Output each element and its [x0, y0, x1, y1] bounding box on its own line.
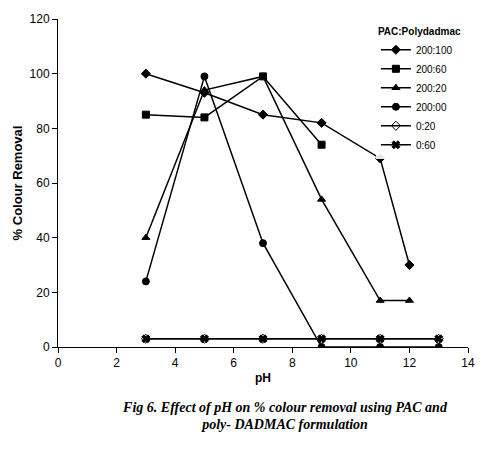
svg-text:100: 100: [30, 67, 50, 81]
svg-text:4: 4: [172, 356, 179, 370]
svg-text:200:20: 200:20: [416, 83, 447, 94]
svg-text:pH: pH: [255, 371, 271, 385]
svg-text:200:100: 200:100: [416, 45, 453, 56]
html-text:Fig 6. Effect of pH on % colou: Fig 6. Effect of pH on % colour removal …: [123, 400, 447, 432]
svg-text:200:00: 200:00: [416, 102, 447, 113]
svg-text:12: 12: [403, 356, 417, 370]
svg-text:10: 10: [344, 356, 358, 370]
svg-text:0: 0: [43, 340, 50, 354]
svg-text:120: 120: [30, 12, 50, 26]
svg-text:% Colour Removal: % Colour Removal: [10, 126, 25, 241]
svg-text:PAC:Polydadmac: PAC:Polydadmac: [378, 26, 461, 37]
svg-text:200:60: 200:60: [416, 64, 447, 75]
svg-text:40: 40: [36, 231, 50, 245]
svg-text:20: 20: [36, 286, 50, 300]
svg-text:80: 80: [36, 122, 50, 136]
svg-text:2: 2: [113, 356, 120, 370]
svg-text:0:20: 0:20: [416, 121, 436, 132]
svg-text:0:60: 0:60: [416, 140, 436, 151]
svg-text:8: 8: [289, 356, 296, 370]
svg-text:0: 0: [55, 356, 62, 370]
svg-text:60: 60: [36, 176, 50, 190]
svg-text:14: 14: [461, 356, 475, 370]
svg-text:6: 6: [230, 356, 237, 370]
